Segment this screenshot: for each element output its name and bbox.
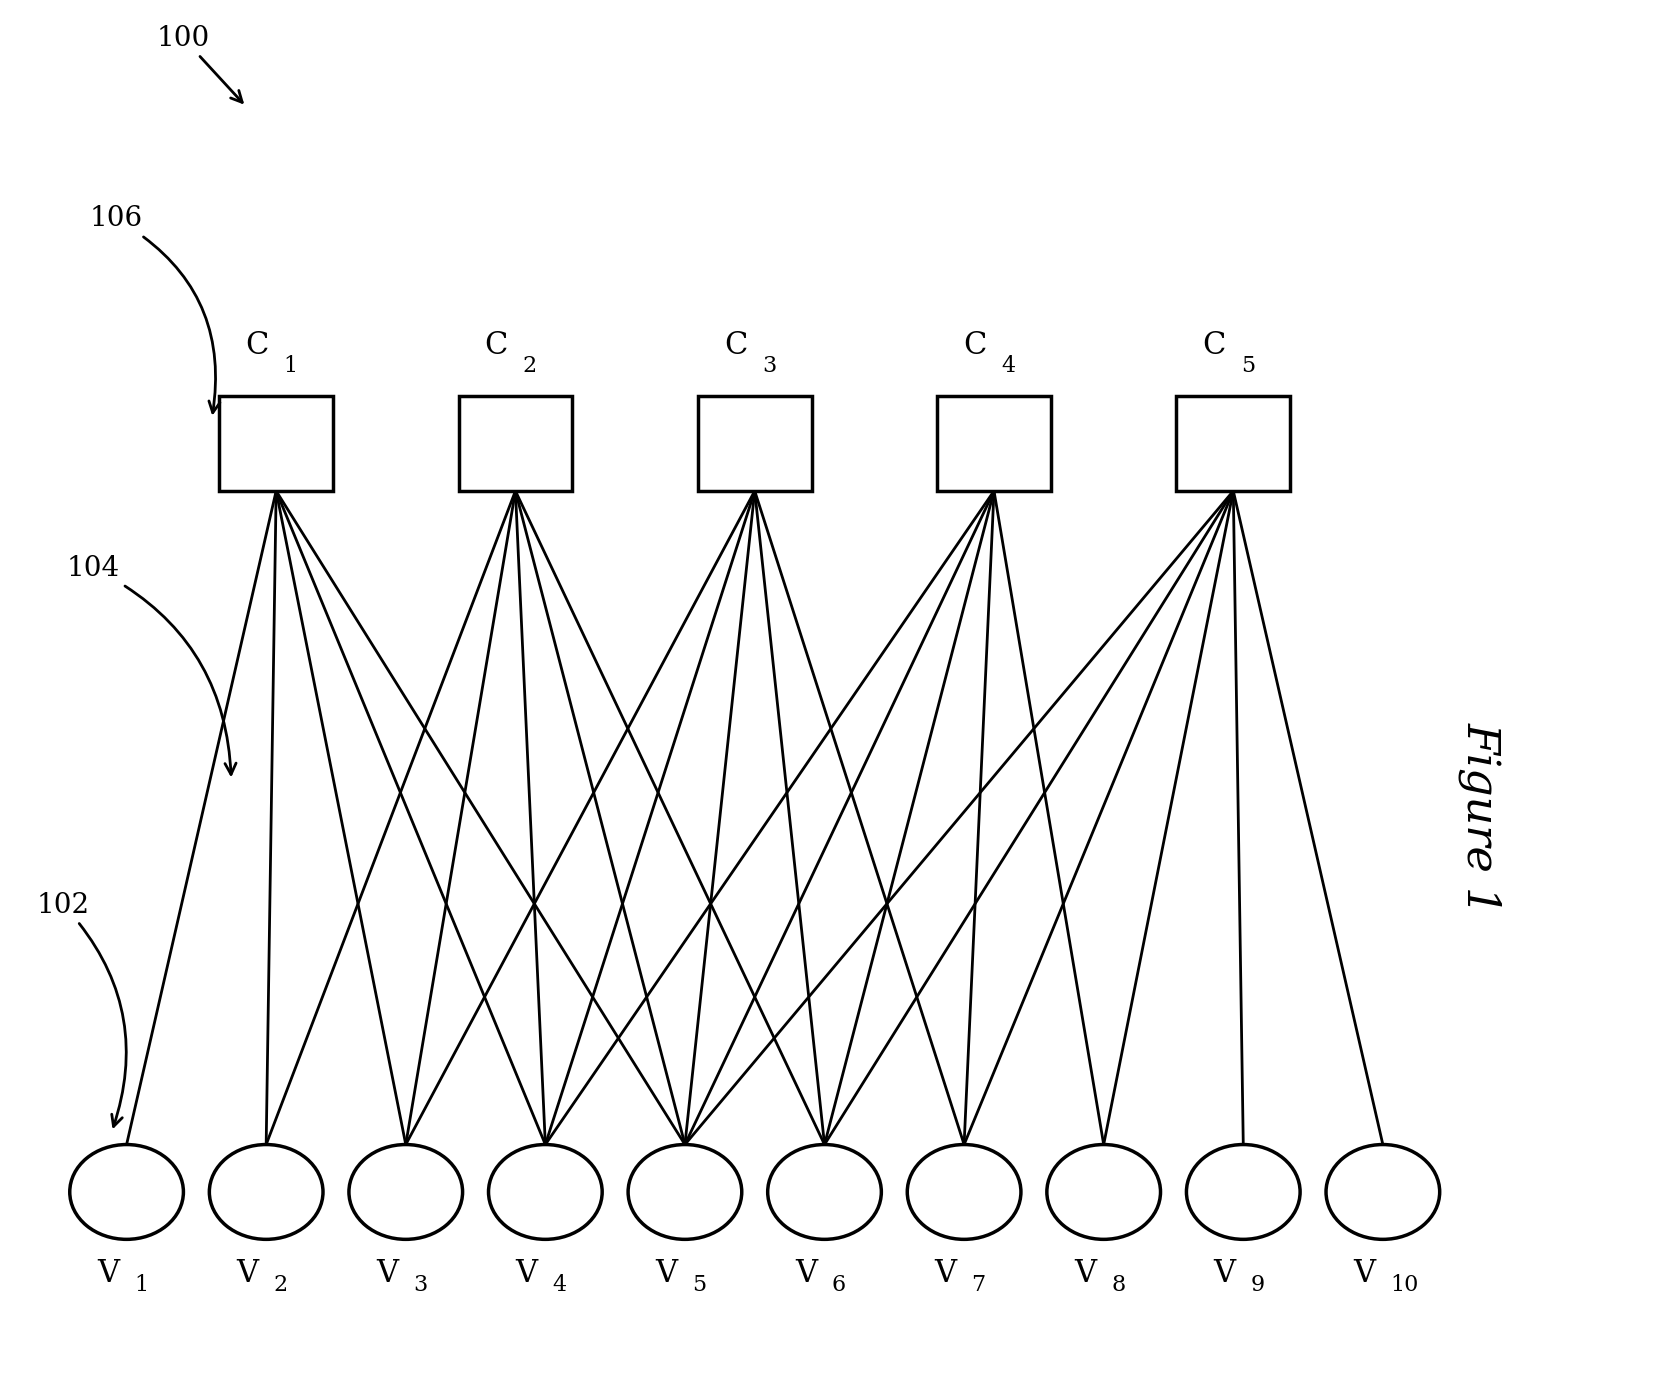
Text: V: V (96, 1258, 119, 1289)
Text: V: V (237, 1258, 259, 1289)
Text: 2: 2 (274, 1274, 287, 1296)
Circle shape (70, 1145, 184, 1239)
Text: V: V (1214, 1258, 1236, 1289)
Text: C: C (723, 330, 747, 362)
Text: 10: 10 (1390, 1274, 1418, 1296)
Text: 4: 4 (552, 1274, 567, 1296)
Circle shape (209, 1145, 324, 1239)
Text: C: C (246, 330, 269, 362)
Circle shape (1326, 1145, 1440, 1239)
Circle shape (629, 1145, 742, 1239)
Circle shape (488, 1145, 602, 1239)
Text: V: V (377, 1258, 398, 1289)
Circle shape (1186, 1145, 1301, 1239)
Text: C: C (484, 330, 508, 362)
Text: V: V (795, 1258, 816, 1289)
Text: 6: 6 (833, 1274, 846, 1296)
Bar (458, 396, 572, 491)
Text: 2: 2 (523, 355, 538, 377)
Bar (937, 396, 1050, 491)
Text: V: V (655, 1258, 677, 1289)
Text: 5: 5 (1241, 355, 1254, 377)
Text: C: C (1203, 330, 1226, 362)
Text: 104: 104 (66, 554, 236, 775)
Text: V: V (516, 1258, 538, 1289)
Text: 102: 102 (36, 891, 126, 1127)
Text: 3: 3 (413, 1274, 428, 1296)
Text: 8: 8 (1112, 1274, 1125, 1296)
Circle shape (907, 1145, 1020, 1239)
Text: 4: 4 (1002, 355, 1015, 377)
Circle shape (768, 1145, 881, 1239)
Text: 1: 1 (134, 1274, 148, 1296)
Text: 5: 5 (692, 1274, 707, 1296)
Circle shape (348, 1145, 463, 1239)
Circle shape (1047, 1145, 1161, 1239)
Text: 106: 106 (90, 205, 221, 413)
Bar (219, 396, 333, 491)
Text: V: V (1073, 1258, 1097, 1289)
Text: V: V (934, 1258, 957, 1289)
Text: 7: 7 (972, 1274, 985, 1296)
Text: 9: 9 (1251, 1274, 1264, 1296)
Text: 100: 100 (156, 25, 242, 103)
Bar (1176, 396, 1291, 491)
Text: V: V (1354, 1258, 1375, 1289)
Text: C: C (964, 330, 987, 362)
Text: 3: 3 (761, 355, 776, 377)
Text: 1: 1 (284, 355, 297, 377)
Text: Figure 1: Figure 1 (1458, 722, 1501, 913)
Bar (698, 396, 811, 491)
